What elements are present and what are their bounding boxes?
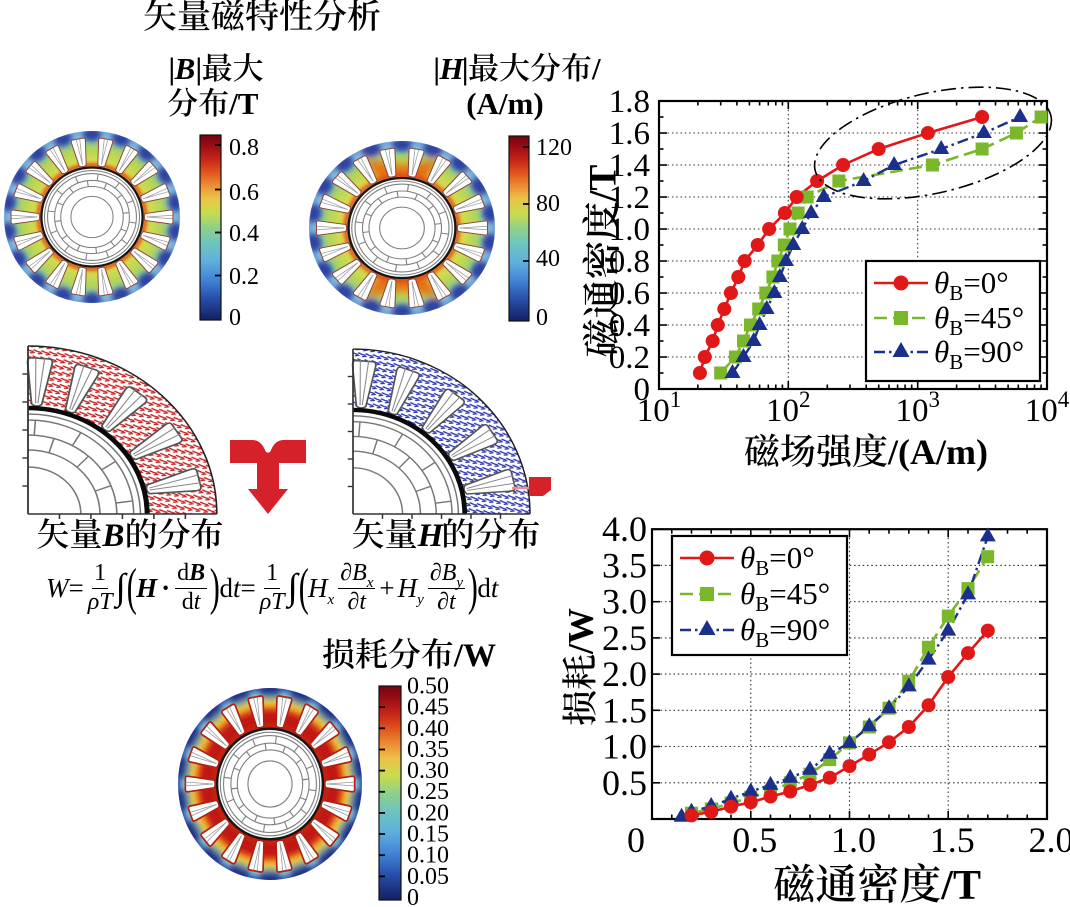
svg-text:/T: /T — [228, 86, 259, 121]
svg-text:0.15: 0.15 — [407, 822, 449, 848]
svg-text:1.0: 1.0 — [602, 727, 647, 767]
svg-text:(A/m): (A/m) — [466, 86, 543, 121]
svg-text:0: 0 — [634, 372, 651, 408]
svg-text:0.20: 0.20 — [407, 800, 449, 826]
svg-text:|: | — [433, 51, 440, 86]
svg-text:1.4: 1.4 — [609, 148, 650, 184]
svg-text:0: 0 — [536, 305, 548, 331]
svg-text:0.2: 0.2 — [229, 264, 259, 290]
svg-text:/W: /W — [453, 638, 496, 674]
svg-text:1.5: 1.5 — [930, 820, 975, 860]
svg-text:θB=45°: θB=45° — [740, 576, 830, 616]
svg-text:3.5: 3.5 — [602, 545, 647, 585]
svg-text:|: | — [195, 51, 202, 86]
svg-text:2.0: 2.0 — [602, 654, 647, 694]
svg-text:/T: /T — [582, 165, 625, 203]
svg-text:/(A/m): /(A/m) — [887, 432, 988, 472]
svg-text:1.6: 1.6 — [609, 116, 650, 152]
svg-text:0.6: 0.6 — [229, 180, 259, 206]
svg-text:/W: /W — [561, 608, 601, 655]
svg-text:0.4: 0.4 — [229, 221, 259, 247]
svg-text:0.35: 0.35 — [407, 737, 449, 763]
svg-text:80: 80 — [536, 191, 560, 217]
svg-text:0.05: 0.05 — [407, 864, 449, 890]
svg-text:/: / — [591, 51, 601, 86]
svg-text:B: B — [174, 51, 196, 86]
svg-text:H: H — [439, 51, 465, 86]
svg-text:0.8: 0.8 — [229, 135, 259, 161]
svg-text:4.0: 4.0 — [602, 509, 647, 549]
svg-text:0.50: 0.50 — [407, 674, 449, 700]
svg-text:|: | — [462, 51, 469, 86]
svg-text:0.30: 0.30 — [407, 758, 449, 784]
svg-text:θB=45°: θB=45° — [934, 300, 1024, 340]
svg-text:|: | — [168, 51, 175, 86]
svg-text:0: 0 — [407, 885, 419, 907]
svg-text:0.40: 0.40 — [407, 716, 449, 742]
svg-text:θB=90°: θB=90° — [740, 612, 830, 652]
svg-text:1.0: 1.0 — [831, 820, 876, 860]
svg-text:0.5: 0.5 — [602, 763, 647, 803]
svg-text:40: 40 — [536, 246, 560, 272]
svg-text:101: 101 — [637, 387, 682, 429]
svg-text:0.10: 0.10 — [407, 843, 449, 869]
svg-text:2.5: 2.5 — [602, 618, 647, 658]
svg-text:B: B — [101, 518, 124, 554]
svg-text:1.0: 1.0 — [609, 212, 650, 248]
svg-text:0.2: 0.2 — [609, 340, 650, 376]
svg-text:1.5: 1.5 — [602, 690, 647, 730]
svg-text:0.45: 0.45 — [407, 695, 449, 721]
svg-text:θB=90°: θB=90° — [934, 334, 1024, 374]
svg-text:0: 0 — [229, 305, 241, 331]
svg-text:0.5: 0.5 — [732, 820, 777, 860]
svg-text:120: 120 — [536, 135, 572, 161]
svg-text:H: H — [417, 518, 445, 554]
svg-text:3.0: 3.0 — [602, 582, 647, 622]
svg-text:1.8: 1.8 — [609, 84, 650, 120]
svg-text:0: 0 — [627, 820, 645, 860]
svg-text:2.0: 2.0 — [1029, 820, 1070, 860]
svg-text:102: 102 — [766, 387, 811, 429]
svg-text:0.25: 0.25 — [407, 779, 449, 805]
svg-text:/T: /T — [940, 863, 981, 907]
svg-text:104: 104 — [1025, 387, 1070, 429]
svg-text:θB=0°: θB=0° — [740, 540, 815, 580]
svg-text:θB=0°: θB=0° — [934, 265, 1009, 305]
svg-text:103: 103 — [895, 387, 940, 429]
